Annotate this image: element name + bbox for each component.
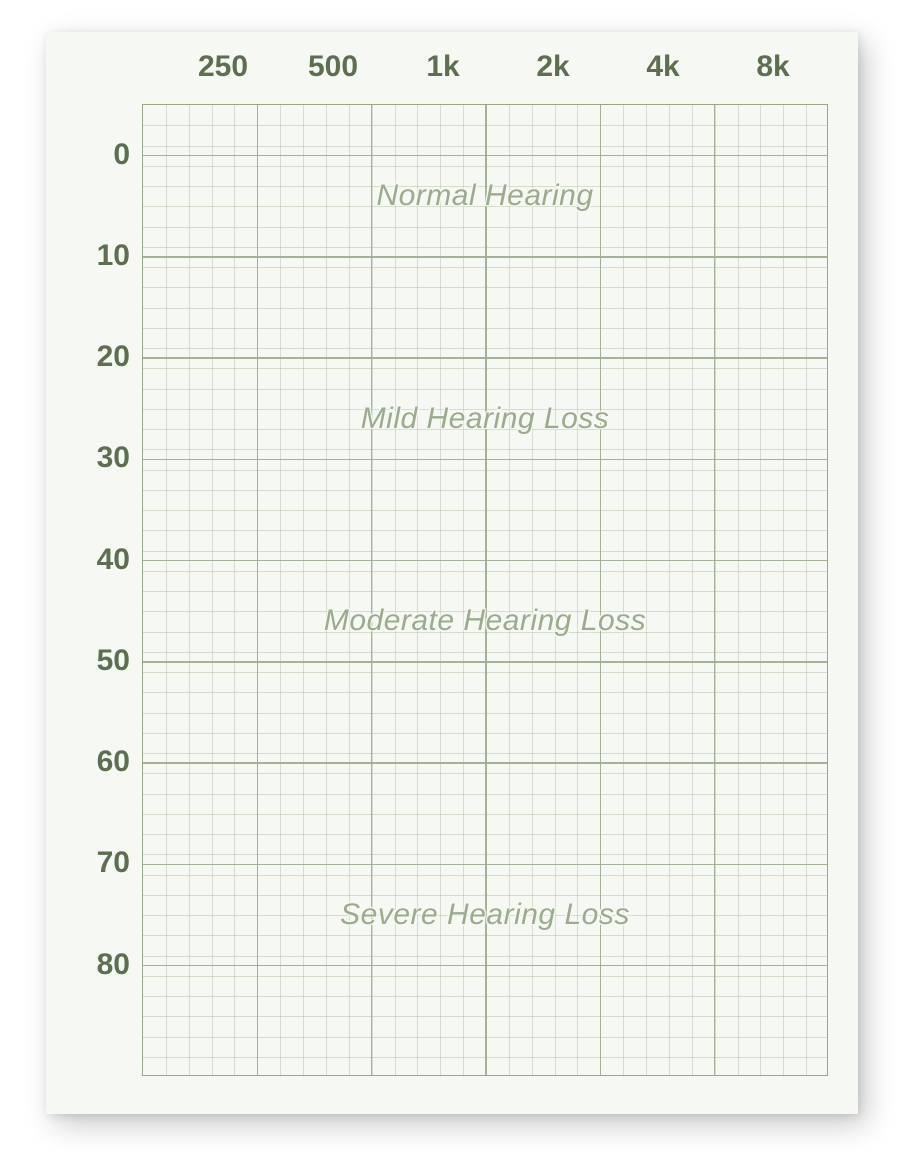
region-label: Mild Hearing Loss bbox=[143, 402, 827, 436]
y-tick-label: 10 bbox=[97, 239, 130, 273]
region-label: Normal Hearing bbox=[143, 179, 827, 213]
x-tick-label: 1k bbox=[388, 50, 498, 90]
x-axis-labels: 2505001k2k4k8k bbox=[168, 50, 828, 90]
region-label: Severe Hearing Loss bbox=[143, 898, 827, 932]
region-labels: Normal Hearing Mild Hearing Loss Moderate … bbox=[143, 105, 827, 1075]
x-tick-label: 8k bbox=[718, 50, 828, 90]
audiogram-grid: Normal Hearing Mild Hearing Loss Moderate … bbox=[142, 104, 828, 1076]
audiogram-card: 2505001k2k4k8k 0 10 20 30 40 50 60 70 80 Normal … bbox=[46, 32, 858, 1114]
y-tick-label: 60 bbox=[97, 745, 130, 779]
y-tick-label: 50 bbox=[97, 644, 130, 678]
x-tick-label: 250 bbox=[168, 50, 278, 90]
y-tick-label: 20 bbox=[97, 340, 130, 374]
y-tick-label: 80 bbox=[97, 948, 130, 982]
y-tick-label: 30 bbox=[97, 441, 130, 475]
x-tick-label: 500 bbox=[278, 50, 388, 90]
region-label: Moderate Hearing Loss bbox=[143, 604, 827, 638]
y-tick-label: 0 bbox=[113, 138, 130, 172]
y-tick-label: 40 bbox=[97, 543, 130, 577]
x-tick-label: 4k bbox=[608, 50, 718, 90]
y-tick-label: 70 bbox=[97, 846, 130, 880]
y-axis-labels: 0 10 20 30 40 50 60 70 80 bbox=[46, 32, 130, 1114]
x-tick-label: 2k bbox=[498, 50, 608, 90]
